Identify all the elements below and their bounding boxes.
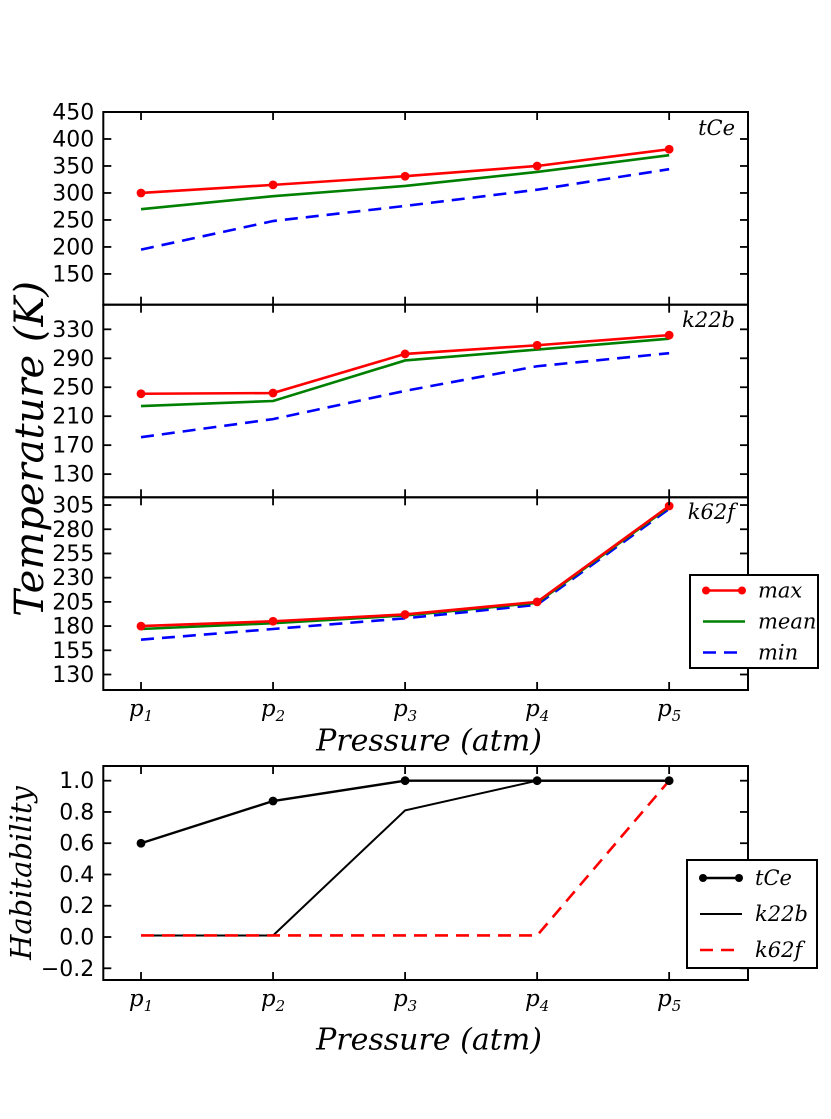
plot-frame bbox=[102, 111, 750, 306]
series-marker-max bbox=[664, 501, 674, 511]
y-tick-label: 280 bbox=[52, 518, 94, 543]
series-marker-tCe bbox=[664, 776, 674, 786]
y-tick-label: 210 bbox=[52, 405, 94, 430]
legend-label-min: min bbox=[758, 641, 798, 665]
series-marker-max bbox=[532, 161, 542, 171]
legend-label-k62f: k62f bbox=[755, 938, 805, 962]
plot-frame bbox=[102, 303, 750, 499]
y-tick-label: 450 bbox=[52, 101, 94, 126]
series-marker-tCe bbox=[532, 776, 542, 786]
y-tick-label: 1.0 bbox=[59, 769, 94, 794]
x-tick-label: p1 bbox=[129, 696, 153, 725]
y-tick-label: 0.0 bbox=[59, 926, 94, 951]
series-marker-max bbox=[268, 388, 278, 398]
series-marker-max bbox=[136, 389, 146, 399]
series-marker-tCe bbox=[136, 838, 146, 848]
series-line-min bbox=[140, 351, 670, 439]
y-tick-label: 290 bbox=[52, 347, 94, 372]
series-marker-max bbox=[532, 340, 542, 350]
series-line-min bbox=[140, 167, 670, 251]
series-marker-max bbox=[400, 171, 410, 181]
y-tick-label: 150 bbox=[52, 262, 94, 287]
x-tick-label: p3 bbox=[393, 696, 417, 725]
y-tick-label: 0.4 bbox=[59, 863, 94, 888]
series-marker-max bbox=[268, 616, 278, 626]
series-marker-max bbox=[664, 144, 674, 154]
y-tick-label: 400 bbox=[52, 127, 94, 152]
y-tick-label: 250 bbox=[52, 208, 94, 233]
series-marker-max bbox=[136, 621, 146, 631]
y-tick-label: 180 bbox=[52, 615, 94, 640]
y-tick-label: 230 bbox=[52, 566, 94, 591]
legend-sample-marker bbox=[735, 874, 743, 882]
x-tick-label: p1 bbox=[129, 986, 153, 1015]
x-tick-label: p2 bbox=[261, 696, 285, 725]
y-tick-label: −0.2 bbox=[41, 957, 94, 982]
y-tick-label: 170 bbox=[52, 434, 94, 459]
series-line-min bbox=[140, 507, 670, 641]
panel-annotation-k62f: k62f bbox=[687, 500, 735, 524]
y-tick-label: 350 bbox=[52, 154, 94, 179]
legend-label-tCe: tCe bbox=[755, 866, 792, 890]
y-tick-label: 0.6 bbox=[59, 832, 94, 857]
legend-label-k22b: k22b bbox=[755, 902, 808, 926]
legend-label-mean: mean bbox=[758, 610, 816, 634]
legend-label-max: max bbox=[758, 579, 802, 603]
series-marker-max bbox=[268, 180, 278, 190]
panel-habitability: −0.2 0.0 0.2 0.4 0.6 0.8 1.0 p1 p2 p3 p4 p5 tCe k22b k… bbox=[41, 765, 818, 1015]
y-tick-label: 330 bbox=[52, 318, 94, 343]
series-line-k62f bbox=[141, 779, 671, 937]
y-tick-label: 0.8 bbox=[59, 800, 94, 825]
legend-habitability: tCe k22b k62f bbox=[686, 859, 818, 969]
panel-k22b: 130 170 210 250 290 330 bbox=[52, 303, 750, 499]
x-axis-label-pressure-top: Pressure (atm) bbox=[316, 723, 542, 759]
x-tick-label: p5 bbox=[657, 696, 681, 725]
y-tick-label: 305 bbox=[52, 494, 94, 519]
y-axis-label-habitability: Habitability bbox=[4, 786, 38, 960]
series-marker-max bbox=[400, 610, 410, 619]
series-marker-tCe bbox=[400, 776, 410, 786]
y-tick-label: 205 bbox=[52, 590, 94, 615]
x-tick-label: p2 bbox=[261, 986, 285, 1015]
series-marker-max bbox=[664, 330, 674, 340]
series-marker-max bbox=[400, 349, 410, 359]
y-tick-label: 250 bbox=[52, 376, 94, 401]
series-marker-tCe bbox=[268, 796, 278, 806]
legend-sample-marker bbox=[699, 874, 707, 882]
x-axis-label-pressure-bottom: Pressure (atm) bbox=[316, 1022, 542, 1058]
series-marker-max bbox=[532, 597, 542, 607]
y-tick-label: 155 bbox=[52, 639, 94, 664]
y-axis-label-temperature: Temperature (K) bbox=[7, 281, 53, 617]
legend-k62f: max mean min bbox=[689, 574, 819, 669]
x-tick-label: p4 bbox=[525, 696, 549, 725]
x-tick-label: p4 bbox=[525, 986, 549, 1015]
series-line-max bbox=[141, 333, 670, 396]
legend-sample-marker bbox=[738, 586, 746, 595]
x-tick-label: p5 bbox=[657, 986, 681, 1015]
y-tick-label: 130 bbox=[52, 663, 94, 688]
series-marker-max bbox=[136, 188, 146, 198]
panel-annotation-k22b: k22b bbox=[682, 308, 735, 332]
series-line-mean bbox=[140, 337, 670, 408]
legend-sample-marker bbox=[702, 586, 710, 595]
plot-frame bbox=[102, 765, 750, 981]
plot-frame bbox=[102, 496, 750, 691]
y-tick-label: 200 bbox=[52, 235, 94, 260]
y-tick-label: 255 bbox=[52, 542, 94, 567]
panel-annotation-tCe: tCe bbox=[698, 116, 735, 140]
series-line-mean bbox=[140, 153, 670, 211]
x-tick-label: p3 bbox=[393, 986, 417, 1015]
y-tick-label: 300 bbox=[52, 181, 94, 206]
series-line-k22b bbox=[141, 779, 670, 937]
y-tick-label: 0.2 bbox=[59, 894, 94, 919]
y-tick-label: 130 bbox=[52, 463, 94, 488]
series-line-tCe bbox=[140, 779, 670, 845]
